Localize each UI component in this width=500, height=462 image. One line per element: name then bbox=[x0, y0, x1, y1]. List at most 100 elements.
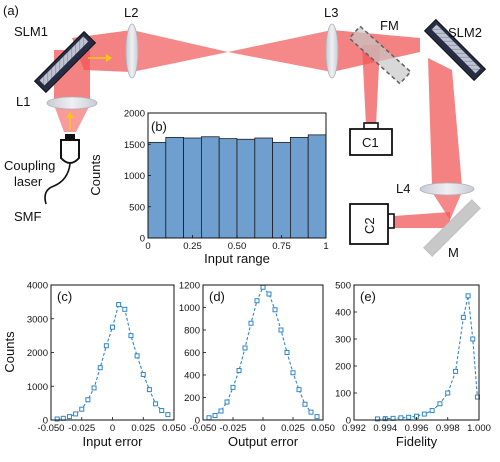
y-tick-label: 400 bbox=[335, 308, 351, 319]
hist-bar-8 bbox=[272, 141, 291, 239]
label-l2: L2 bbox=[124, 5, 138, 20]
label-l1: L1 bbox=[16, 94, 30, 109]
y-tick-label: 0 bbox=[140, 234, 145, 245]
label-c2: C2 bbox=[362, 217, 377, 234]
data-point-16 bbox=[146, 387, 152, 393]
data-point-19 bbox=[165, 412, 171, 418]
data-point-11 bbox=[266, 291, 272, 297]
series-line bbox=[208, 286, 318, 419]
plot-fidelity: 0.992 0.994 0.996 0.998 1.000 0 100 200 300 400 50… bbox=[335, 281, 491, 450]
x-tick-label: 0.050 bbox=[162, 423, 186, 434]
x-tick-label: 0 bbox=[145, 241, 150, 252]
data-point-14 bbox=[134, 353, 140, 359]
data-point-10 bbox=[110, 324, 115, 330]
y-tick-label: 800 bbox=[184, 326, 200, 337]
data-point-15 bbox=[140, 371, 146, 377]
data-point-12 bbox=[460, 314, 466, 320]
data-point-14 bbox=[284, 350, 290, 355]
plot-frame bbox=[353, 284, 480, 421]
x-tick-label: 0 bbox=[260, 423, 265, 434]
y-tick-label: 3000 bbox=[27, 314, 48, 325]
x-tick-label: 0.994 bbox=[373, 423, 397, 434]
data-point-5 bbox=[406, 414, 412, 420]
label-m: M bbox=[448, 245, 459, 260]
y-tick-label: 1000 bbox=[124, 171, 145, 182]
data-point-9 bbox=[437, 401, 443, 407]
x-tick-label: -0.050 bbox=[38, 423, 65, 434]
y-tick-label: 200 bbox=[335, 362, 351, 373]
y-axis-label: Counts bbox=[2, 331, 17, 373]
data-point-3 bbox=[66, 414, 72, 420]
plot-output-error: -0.050 -0.025 0 0.025 0.050 0 200 400 600 800 1000… bbox=[179, 281, 335, 450]
plot-frame bbox=[50, 284, 175, 421]
x-tick-label: -0.025 bbox=[68, 423, 95, 434]
hist-bar-7 bbox=[254, 137, 274, 239]
label-c1: C1 bbox=[362, 135, 379, 150]
data-point-7 bbox=[242, 345, 248, 351]
data-point-12 bbox=[122, 306, 128, 312]
plot-input-error: -0.050 -0.025 0 0.025 0.050 0 1000 2000 3000 4000… bbox=[2, 281, 186, 450]
plot-frame bbox=[202, 284, 324, 421]
data-point-6 bbox=[236, 368, 242, 373]
data-point-16 bbox=[296, 387, 302, 393]
data-point-8 bbox=[429, 408, 435, 414]
hist-bar-9 bbox=[289, 136, 309, 239]
y-tick-label: 0 bbox=[346, 416, 351, 427]
y-tick-label: 600 bbox=[184, 348, 200, 359]
camera-c1 bbox=[349, 122, 393, 156]
x-tick-label: 0.025 bbox=[281, 423, 305, 434]
panel-label-a: (a) bbox=[3, 3, 19, 18]
label-coupling: Coupling bbox=[4, 158, 55, 173]
x-tick-label: 1 bbox=[323, 241, 328, 252]
y-tick-label: 0 bbox=[195, 416, 200, 427]
x-tick-label: -0.050 bbox=[190, 423, 217, 434]
hist-bar-6 bbox=[236, 138, 256, 239]
hist-bar-10 bbox=[307, 134, 327, 239]
data-point-8 bbox=[97, 365, 103, 371]
data-point-13 bbox=[278, 327, 284, 333]
data-point-4 bbox=[398, 415, 404, 421]
beam-fm-to-c1 bbox=[362, 45, 380, 126]
x-axis-label: Output error bbox=[228, 434, 299, 449]
data-point-17 bbox=[153, 401, 159, 407]
series-line bbox=[57, 303, 169, 420]
label-slm1: SLM1 bbox=[14, 24, 48, 39]
data-point-8 bbox=[248, 320, 254, 326]
y-tick-label: 4000 bbox=[27, 281, 48, 292]
panel-label: (d) bbox=[209, 289, 225, 304]
data-point-4 bbox=[224, 399, 230, 405]
x-tick-label: 1.000 bbox=[467, 423, 491, 434]
hist-bar-2 bbox=[165, 136, 185, 239]
x-tick-label: 0 bbox=[110, 423, 115, 434]
y-tick-label: 1500 bbox=[124, 140, 145, 151]
x-tick-label: 0.25 bbox=[183, 241, 202, 252]
hist-bar-5 bbox=[218, 138, 238, 239]
x-axis-label: Input range bbox=[204, 251, 270, 266]
data-point-7 bbox=[91, 385, 97, 391]
hist-bar-3 bbox=[183, 137, 202, 239]
data-point-1 bbox=[374, 416, 380, 422]
y-tick-label: 0 bbox=[43, 416, 48, 427]
lens-l2 bbox=[125, 23, 139, 79]
beam-focus-to-l3 bbox=[228, 30, 332, 72]
x-tick-label: 0.992 bbox=[342, 423, 366, 434]
label-smf: SMF bbox=[14, 209, 42, 224]
direction-arrow-1 bbox=[88, 54, 112, 62]
data-point-2 bbox=[212, 413, 218, 418]
beam-l4-to-m bbox=[432, 192, 462, 220]
data-point-3 bbox=[218, 408, 224, 414]
panel-label: (e) bbox=[360, 289, 376, 304]
x-axis-label: Fidelity bbox=[396, 434, 438, 449]
data-point-5 bbox=[230, 384, 236, 390]
y-tick-label: 2000 bbox=[27, 348, 48, 359]
y-tick-label: 2000 bbox=[124, 109, 145, 120]
y-tick-label: 1000 bbox=[179, 303, 200, 314]
data-point-13 bbox=[465, 293, 471, 299]
data-point-9 bbox=[103, 343, 109, 349]
slm2 bbox=[423, 18, 487, 82]
data-point-6 bbox=[85, 397, 91, 403]
data-point-9 bbox=[254, 298, 260, 304]
data-point-10 bbox=[445, 390, 451, 396]
y-tick-label: 400 bbox=[184, 371, 200, 382]
